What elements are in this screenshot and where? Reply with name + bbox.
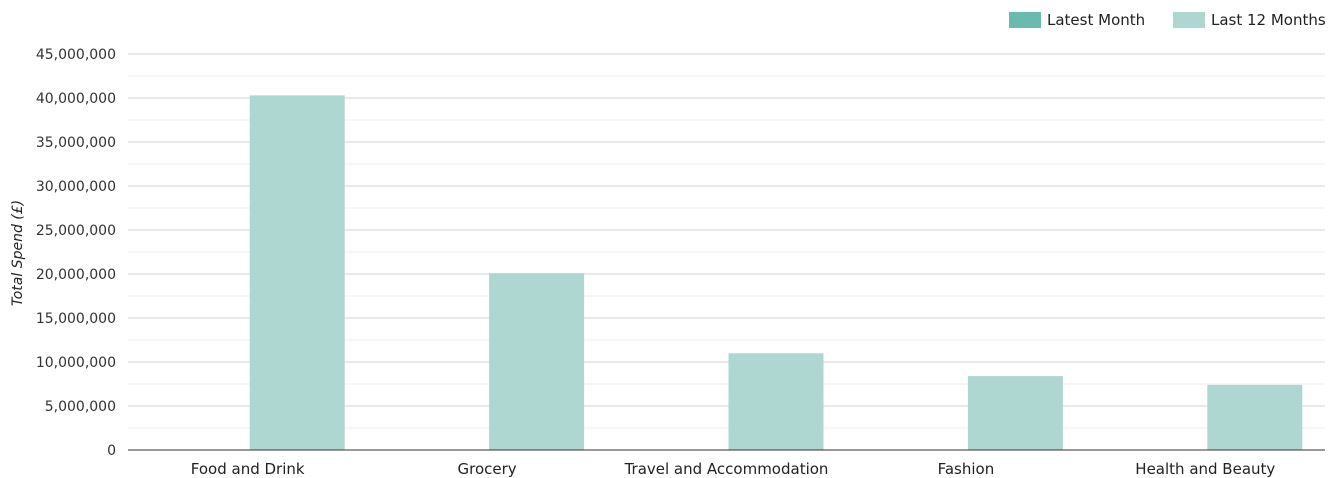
bars — [249, 95, 1303, 451]
x-tick-label: Health and Beauty — [1135, 460, 1275, 478]
x-tick-label: Travel and Accommodation — [624, 460, 829, 478]
x-tick-label: Food and Drink — [191, 460, 305, 478]
y-tick-label: 20,000,000 — [36, 267, 116, 283]
y-axis-title: Total Spend (£) — [10, 200, 26, 306]
x-tick-label: Grocery — [458, 460, 517, 478]
y-tick-label: 10,000,000 — [36, 355, 116, 371]
bar-last-12-months-travel-and-accommodation — [728, 353, 824, 450]
bar-last-12-months-grocery — [489, 273, 585, 450]
legend-swatch — [1009, 12, 1041, 28]
bar-last-12-months-fashion — [967, 376, 1063, 450]
y-tick-label: 25,000,000 — [36, 223, 116, 239]
x-axis: Food and Drink Grocery Travel and Accommod… — [191, 460, 1276, 478]
y-tick-label: 45,000,000 — [36, 47, 116, 63]
y-tick-label: 15,000,000 — [36, 311, 116, 327]
y-tick-label: 0 — [107, 443, 116, 459]
y-tick-label: 5,000,000 — [45, 399, 116, 415]
bar-last-12-months-health-and-beauty — [1207, 384, 1303, 450]
y-tick-label: 30,000,000 — [36, 179, 116, 195]
legend-swatch — [1173, 12, 1205, 28]
y-tick-label: 40,000,000 — [36, 91, 116, 107]
y-tick-label: 35,000,000 — [36, 135, 116, 151]
legend-label: Last 12 Months — [1211, 11, 1326, 29]
legend-label: Latest Month — [1047, 11, 1145, 29]
legend: Latest Month Last 12 Months — [1009, 11, 1326, 29]
bar-last-12-months-food-and-drink — [249, 95, 345, 451]
x-tick-label: Fashion — [938, 460, 995, 478]
y-axis: 0 5,000,000 10,000,000 15,000,000 20,000,000… — [36, 47, 116, 459]
